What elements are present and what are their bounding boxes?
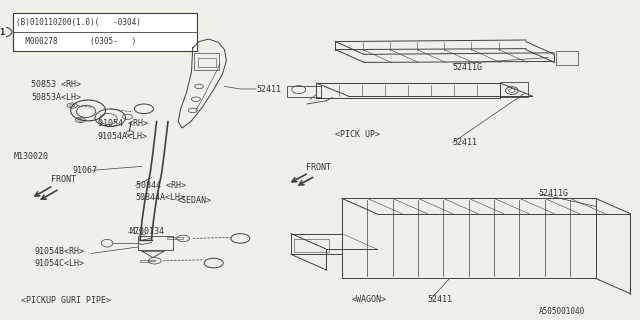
Text: M700134: M700134 [129,228,164,236]
Text: <PICKUP GURI PIPE>: <PICKUP GURI PIPE> [22,296,111,305]
Text: 50853A<LH>: 50853A<LH> [31,93,81,102]
Circle shape [0,27,12,37]
Text: 1: 1 [238,236,243,241]
Text: 52411G: 52411G [453,63,483,72]
Bar [140,260,148,262]
Text: 1: 1 [141,106,147,112]
Text: 52411: 52411 [453,138,478,147]
Text: (B)010110200(1.0)(   -0304): (B)010110200(1.0)( -0304) [17,18,141,27]
Bar [198,58,216,67]
Text: 91054B<RH>: 91054B<RH> [34,247,84,256]
Text: 1: 1 [211,260,216,266]
Text: 50844 <RH>: 50844 <RH> [136,181,186,190]
Text: <WAGON>: <WAGON> [351,295,387,304]
Text: 52411: 52411 [428,295,452,304]
Bar [168,237,175,239]
Bar [294,239,329,252]
Bar [175,237,183,239]
Text: M000278       (0305-   ): M000278 (0305- ) [17,37,136,46]
Text: 91067: 91067 [72,166,97,175]
Text: <PICK UP>: <PICK UP> [335,130,381,139]
Text: FRONT: FRONT [51,175,76,184]
Bar [13,13,197,51]
Text: A505001040: A505001040 [538,308,585,316]
Text: 52411G: 52411G [538,189,568,198]
Circle shape [134,104,154,114]
Circle shape [231,234,250,243]
Text: 1: 1 [0,28,4,36]
Circle shape [204,258,223,268]
Text: 52411: 52411 [256,85,281,94]
Text: 91054 <RH>: 91054 <RH> [97,119,148,128]
Text: 91054A<LH>: 91054A<LH> [97,132,148,140]
Text: 50853 <RH>: 50853 <RH> [31,80,81,89]
Bar [194,53,220,70]
Text: 50844A<LH>: 50844A<LH> [136,193,186,202]
Text: M130020: M130020 [13,152,48,161]
Text: 91054C<LH>: 91054C<LH> [34,259,84,268]
Bar [148,260,156,261]
Text: FRONT: FRONT [306,163,331,172]
Text: <SEDAN>: <SEDAN> [177,196,212,204]
